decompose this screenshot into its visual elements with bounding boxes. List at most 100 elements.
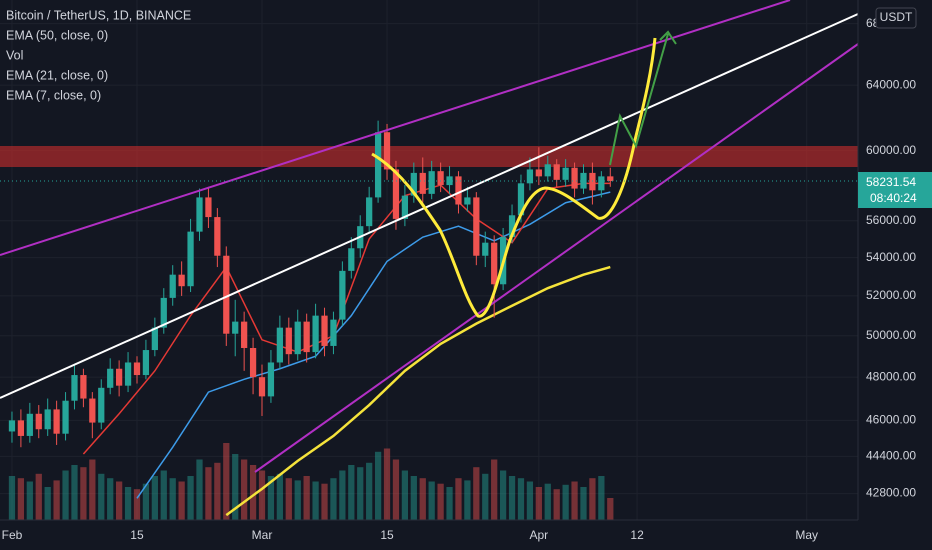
volume-bar (401, 470, 409, 520)
candle-body (437, 171, 444, 186)
volume-bar (249, 465, 257, 520)
volume-bar (348, 465, 355, 520)
x-tick-label: 15 (130, 528, 144, 542)
volume-bar (580, 487, 587, 520)
legend-entry[interactable]: Vol (6, 48, 23, 62)
volume-bar (223, 443, 230, 520)
legend-entry[interactable]: EMA (21, close, 0) (6, 68, 108, 82)
y-tick-label: 42800.00 (866, 486, 916, 500)
candle-body (169, 274, 176, 298)
grid (0, 0, 858, 520)
legend-entry[interactable]: EMA (7, close, 0) (6, 88, 101, 102)
candle-body (249, 347, 257, 378)
volume-bar (294, 480, 301, 520)
candle-body (580, 172, 587, 189)
volume-bar (508, 476, 516, 520)
candle-body (303, 321, 310, 353)
candle-body (214, 217, 221, 256)
candle-body (276, 327, 283, 363)
volume-bar (392, 459, 400, 520)
volume-bar (107, 478, 114, 520)
x-tick-label: Feb (2, 528, 23, 542)
x-tick-label: Apr (529, 528, 548, 542)
volume-bar (26, 481, 33, 520)
volume-bar (589, 478, 596, 520)
volume-bar (473, 467, 480, 520)
volume-bar (383, 448, 391, 520)
volume-layer (8, 443, 614, 520)
candle-body (571, 167, 578, 189)
candle-body (330, 319, 337, 346)
volume-bar (455, 478, 462, 520)
volume-bar (598, 476, 605, 520)
volume-bar (205, 467, 212, 520)
candle-body (17, 420, 25, 436)
volume-bar (169, 478, 176, 520)
volume-bar (464, 480, 471, 520)
volume-bar (241, 459, 248, 520)
hand-drawn-pattern (371, 37, 657, 318)
volume-bar (482, 473, 489, 520)
candle-body (374, 132, 382, 198)
ema-layer (82, 182, 611, 517)
candle-body (187, 231, 194, 287)
last-price: 58231.54 (866, 175, 916, 189)
x-tick-label: 15 (380, 528, 394, 542)
volume-bar (232, 454, 239, 520)
candle-body (62, 400, 69, 434)
y-tick-label: 54000.00 (866, 250, 916, 264)
volume-bar (53, 480, 60, 520)
volume-bar (142, 483, 150, 520)
resistance-zone (0, 146, 858, 167)
candle-body (419, 172, 426, 194)
channel-upper (0, 0, 791, 256)
volume-bar (285, 478, 292, 520)
volume-bar (491, 459, 498, 520)
y-tick-label: 50000.00 (866, 328, 916, 342)
candle-body (383, 132, 391, 170)
volume-bar (526, 481, 534, 520)
candle-body (392, 169, 400, 219)
y-tick-label: 44400.00 (866, 448, 916, 462)
candle-body (98, 387, 105, 423)
volume-bar (303, 476, 310, 520)
candle-body (589, 172, 596, 191)
candle-body (294, 321, 301, 355)
x-tick-label: 12 (630, 528, 644, 542)
volume-bar (544, 483, 551, 520)
candle-body (321, 315, 328, 346)
y-tick-label: 64000.00 (866, 77, 916, 91)
candle-body (348, 248, 355, 271)
volume-bar (89, 459, 96, 520)
candle-body (223, 255, 230, 334)
volume-bar (44, 487, 51, 520)
candle-body (598, 176, 605, 191)
currency-badge[interactable] (875, 7, 917, 29)
candle-body (366, 197, 373, 227)
volume-bar (8, 476, 16, 520)
volume-bar (607, 498, 614, 520)
y-tick-label: 46000.00 (866, 413, 916, 427)
candle-body (553, 164, 560, 180)
candle-body (133, 362, 141, 376)
volume-bar (71, 465, 78, 520)
volume-bar (196, 459, 203, 520)
candle-body (89, 398, 96, 423)
legend-entry[interactable]: EMA (50, close, 0) (6, 28, 108, 42)
volume-bar (330, 478, 337, 520)
volume-bar (187, 476, 194, 520)
ema-line (136, 191, 611, 499)
candle-body (178, 274, 185, 287)
candle-body (482, 242, 489, 256)
candle-body (491, 242, 498, 285)
candle-body (107, 368, 114, 388)
time-axis: Feb 15 Mar 15 Apr 12 May (2, 528, 818, 542)
candle-body (464, 197, 471, 205)
candle-body (26, 413, 33, 436)
volume-bar (258, 470, 266, 520)
candle-body (241, 321, 248, 348)
legend: Bitcoin / TetherUS, 1D, BINANCE EMA (50,… (6, 8, 191, 102)
candle-body (53, 409, 60, 434)
channel-lower (254, 43, 859, 473)
